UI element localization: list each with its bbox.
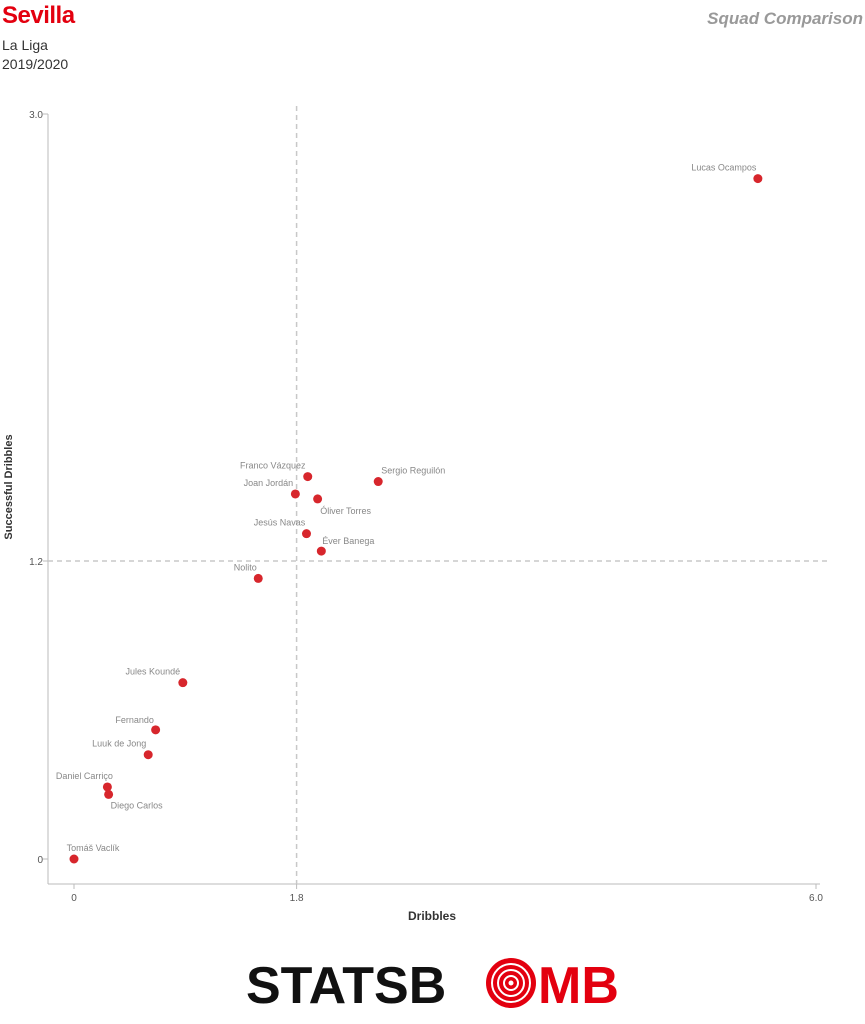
point-label: Nolito (234, 562, 257, 572)
point-label: Tomáš Vaclík (67, 843, 120, 853)
y-axis-title: Successful Dribbles (3, 434, 15, 539)
data-point (69, 854, 79, 864)
point-label: Franco Vázquez (240, 461, 306, 471)
point-label: Diego Carlos (111, 800, 164, 810)
point-label: Óliver Torres (320, 506, 371, 516)
point-label: Éver Banega (322, 536, 374, 546)
season-label: 2019/2020 (2, 56, 69, 72)
league-name: La Liga (2, 37, 48, 53)
y-tick-label: 1.2 (29, 557, 43, 568)
data-points (69, 174, 763, 864)
data-point (303, 472, 313, 482)
point-label: Daniel Carriço (56, 771, 113, 781)
report-title: Squad Comparison (707, 9, 863, 28)
data-point (316, 546, 326, 556)
reference-lines (48, 106, 828, 884)
data-point (151, 725, 161, 735)
data-point (143, 750, 153, 760)
statsbomb-logo: STATSB MB (246, 957, 619, 1011)
data-point (313, 494, 323, 504)
scatter-chart: 0 1.8 6.0 0 1.2 3.0 Dribbles Successful Dribble… (3, 106, 828, 923)
point-label: Lucas Ocampos (691, 163, 757, 173)
y-tick-label: 3.0 (29, 110, 43, 121)
point-label: Fernando (115, 715, 154, 725)
x-tick-label: 1.8 (290, 893, 304, 904)
y-tick-label: 0 (37, 855, 43, 866)
data-point (373, 477, 383, 487)
data-point (253, 573, 263, 583)
bomb-target-icon (486, 958, 536, 1008)
data-point (301, 529, 311, 539)
team-name: Sevilla (2, 2, 75, 29)
chart-axes: 0 1.8 6.0 0 1.2 3.0 Dribbles Successful Dribble… (3, 110, 823, 923)
x-tick-label: 6.0 (809, 893, 823, 904)
x-axis-title: Dribbles (408, 909, 456, 923)
data-point (102, 782, 112, 792)
point-label: Jesús Navas (254, 518, 306, 528)
point-labels: Lucas Ocampos Sergio Reguilón Franco Vázqu… (56, 163, 757, 853)
x-tick-label: 0 (71, 893, 77, 904)
data-point (753, 174, 763, 184)
data-point (178, 678, 188, 688)
data-point (104, 789, 114, 799)
point-label: Jules Koundé (126, 667, 181, 677)
point-label: Sergio Reguilón (381, 466, 445, 476)
point-label: Luuk de Jong (92, 739, 146, 749)
logo-text-part2: MB (538, 957, 619, 1011)
data-point (290, 489, 300, 499)
point-label: Joan Jordán (244, 478, 294, 488)
logo-text-part1: STATSB (246, 957, 446, 1011)
